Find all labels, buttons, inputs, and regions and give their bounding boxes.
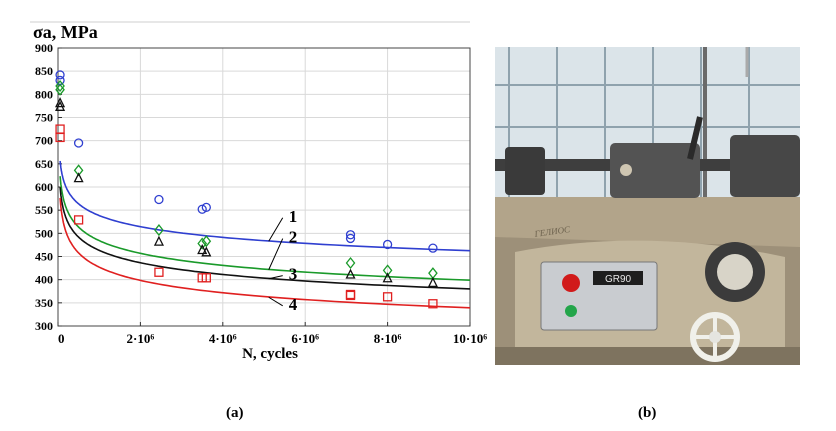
data-point-4 — [55, 124, 65, 134]
counter-display — [593, 271, 643, 285]
data-point-3 — [153, 235, 164, 246]
data-point-1 — [345, 230, 356, 240]
data-point-1 — [201, 202, 211, 213]
data-point-2 — [201, 235, 212, 248]
data-point-4 — [382, 292, 393, 302]
data-point-2 — [73, 164, 84, 177]
y-tick-label: 900 — [35, 41, 53, 55]
series-label-3: 3 — [289, 265, 298, 284]
y-tick-label: 700 — [35, 134, 53, 148]
data-point-4 — [201, 273, 211, 283]
fit-curve-4 — [59, 197, 471, 309]
fit-curve-1 — [59, 160, 471, 252]
data-point-3 — [382, 272, 393, 283]
y-tick-label: 300 — [35, 319, 53, 333]
data-point-2 — [55, 83, 65, 96]
data-point-3 — [55, 97, 66, 108]
data-point-3 — [73, 172, 84, 183]
y-tick-label: 600 — [35, 180, 53, 194]
y-tick-label: 800 — [35, 87, 53, 101]
series-label-4: 4 — [289, 295, 298, 314]
data-point-1 — [73, 138, 84, 148]
data-point-2 — [345, 256, 356, 270]
x-tick-label: 4·10⁶ — [209, 331, 237, 346]
data-point-1 — [428, 243, 438, 253]
series-leader-4 — [268, 296, 283, 307]
data-point-3 — [427, 276, 438, 288]
data-point-3 — [345, 268, 356, 279]
data-point-2 — [154, 224, 164, 237]
data-point-1 — [154, 194, 164, 205]
series-leader-2 — [268, 238, 284, 270]
series-label-1: 1 — [289, 207, 298, 226]
y-tick-label: 400 — [35, 273, 53, 287]
fit-curve-2 — [59, 176, 471, 281]
data-point-2 — [382, 264, 393, 277]
caption-b: (b) — [638, 405, 657, 421]
y-tick-label: 650 — [35, 157, 53, 171]
svg-text:GR90: GR90 — [605, 274, 632, 285]
caption-a: (a) — [226, 405, 244, 421]
x-tick-label: 8·10⁶ — [374, 331, 402, 346]
data-point-2 — [428, 267, 438, 280]
data-point-4 — [55, 132, 65, 143]
data-point-2 — [55, 79, 65, 93]
start-button[interactable] — [565, 305, 577, 317]
y-tick-label: 350 — [35, 296, 53, 310]
data-point-1 — [345, 233, 356, 244]
series-leader-3 — [268, 275, 283, 280]
data-point-4 — [73, 215, 84, 225]
data-point-3 — [201, 246, 212, 257]
y-axis-label: σa, MPa — [33, 22, 98, 42]
data-point-4 — [428, 299, 438, 309]
x-tick-label: 6·10⁶ — [291, 331, 319, 346]
x-tick-label: 0 — [58, 331, 65, 346]
machine-photo: GR90 ГЕЛИОС — [495, 47, 800, 365]
plot-area: 300 350 400 450 500 550 600 650 700 750 800 850 900 0… — [30, 21, 487, 362]
x-tick-label: 10·10⁶ — [453, 331, 487, 346]
series-leader-1 — [268, 217, 284, 242]
right-chuck — [730, 135, 800, 197]
data-point-3 — [55, 100, 66, 111]
left-chuck — [505, 147, 545, 195]
specimen-grip — [610, 143, 700, 198]
data-point-1 — [55, 70, 65, 80]
data-point-3 — [197, 244, 208, 255]
fit-curve-3 — [59, 187, 471, 290]
stop-button[interactable] — [562, 274, 580, 292]
data-point-1 — [382, 239, 393, 250]
data-point-2 — [197, 237, 208, 250]
x-axis-label: N, cycles — [242, 346, 298, 362]
y-tick-label: 550 — [35, 203, 53, 217]
y-tick-label: 850 — [35, 64, 53, 78]
y-tick-label: 450 — [35, 250, 53, 264]
series-label-2: 2 — [289, 228, 298, 247]
x-tick-label: 2·10⁶ — [127, 331, 155, 346]
y-tick-label: 750 — [35, 111, 53, 125]
data-point-4 — [154, 267, 164, 277]
y-tick-label: 500 — [35, 226, 53, 240]
data-point-4 — [345, 290, 356, 301]
